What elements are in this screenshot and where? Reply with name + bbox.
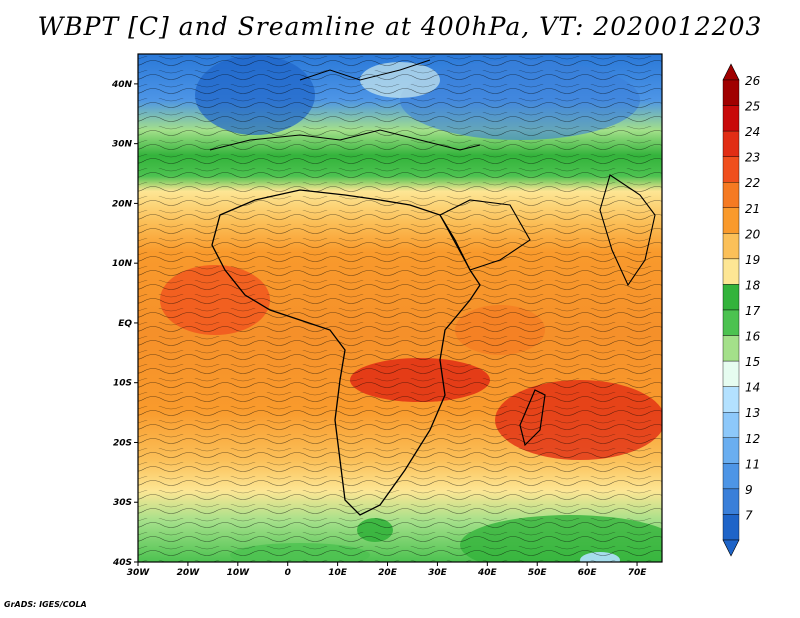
colorbar-swatch <box>722 309 740 336</box>
lat-tick-label: EQ <box>118 319 132 329</box>
colorbar-swatch <box>722 79 740 106</box>
colorbar-swatch <box>722 488 740 515</box>
lat-tick-label: 30S <box>113 498 132 508</box>
longitude-axis: 30W 20W 10W 0 10E 20E 30E 40E 50E 60E 70E <box>127 562 647 578</box>
colorbar-label: 20 <box>745 227 761 241</box>
lon-tick-label: 40E <box>477 568 498 578</box>
coastline <box>209 59 481 151</box>
lon-tick-label: 50E <box>528 568 548 578</box>
streamlines <box>138 54 662 562</box>
colorbar-label: 7 <box>745 508 753 522</box>
colorbar-swatch <box>722 105 740 132</box>
lat-tick-label: 40N <box>111 80 133 90</box>
colorbar-label: 21 <box>745 202 760 216</box>
colorbar-top-arrow <box>722 63 740 81</box>
map-title: WBPT [C] and Sreamline at 400hPa, VT: 20… <box>37 12 763 41</box>
colorbar-label: 17 <box>745 304 761 318</box>
lat-tick-label: 10S <box>113 379 132 389</box>
colorbar-label: 11 <box>745 457 760 471</box>
colorbar-label: 18 <box>745 278 761 292</box>
coastline <box>211 189 481 516</box>
coastline <box>439 199 531 271</box>
coastline <box>519 389 546 447</box>
colorbar-label: 9 <box>745 483 753 497</box>
lat-tick-label: 20N <box>112 199 133 209</box>
lon-tick-label: 70E <box>628 568 648 578</box>
lon-tick-label: 20W <box>177 568 201 578</box>
colorbar-swatch <box>722 463 740 490</box>
colorbar-swatch <box>722 412 740 438</box>
map-frame <box>137 53 663 563</box>
lon-tick-label: 30W <box>127 568 151 578</box>
colorbar-swatch <box>722 514 740 541</box>
lon-tick-label: 20E <box>378 568 398 578</box>
lat-tick-label: 30N <box>112 140 133 150</box>
colorbar-label: 15 <box>745 355 760 369</box>
colorbar-swatch <box>722 207 740 234</box>
colorbar: 26 25 24 23 22 21 20 19 18 17 16 15 14 13 12 11 9 7 <box>722 63 761 557</box>
colorbar-label: 26 <box>745 74 761 88</box>
colorbar-swatch <box>722 130 740 157</box>
grads-credit: GrADS: IGES/COLA <box>4 600 87 609</box>
colorbar-swatch <box>722 437 740 464</box>
colorbar-label: 14 <box>745 381 760 395</box>
colorbar-swatch <box>722 156 740 183</box>
colorbar-swatch <box>722 360 740 387</box>
colorbar-label: 12 <box>745 432 760 446</box>
lon-tick-label: 10E <box>328 568 348 578</box>
colorbar-label: 19 <box>745 253 760 267</box>
lon-tick-label: 10W <box>227 568 251 578</box>
colorbar-label: 24 <box>745 125 760 139</box>
colorbar-swatch <box>722 233 740 260</box>
latitude-axis: 40N 30N 20N 10N EQ 10S 20S 30S 40S <box>111 80 138 568</box>
lat-tick-label: 40S <box>112 558 132 568</box>
colorbar-swatch <box>722 386 740 413</box>
lon-tick-label: 0 <box>285 568 291 578</box>
colorbar-label: 16 <box>745 330 761 344</box>
coastline <box>599 174 656 287</box>
lat-tick-label: 10N <box>112 259 133 269</box>
colorbar-swatch <box>722 335 740 362</box>
colorbar-label: 23 <box>745 151 760 165</box>
lat-tick-label: 20S <box>113 438 132 448</box>
colorbar-label: 13 <box>745 406 760 420</box>
lon-tick-label: 30E <box>428 568 448 578</box>
colorbar-swatch <box>722 182 740 208</box>
colorbar-bottom-arrow <box>722 539 740 557</box>
lon-tick-label: 60E <box>578 568 598 578</box>
colorbar-swatch <box>722 284 740 311</box>
map-plot-area <box>138 54 662 562</box>
colorbar-swatch <box>722 258 740 285</box>
colorbar-label: 22 <box>745 176 760 190</box>
colorbar-label: 25 <box>745 100 760 114</box>
